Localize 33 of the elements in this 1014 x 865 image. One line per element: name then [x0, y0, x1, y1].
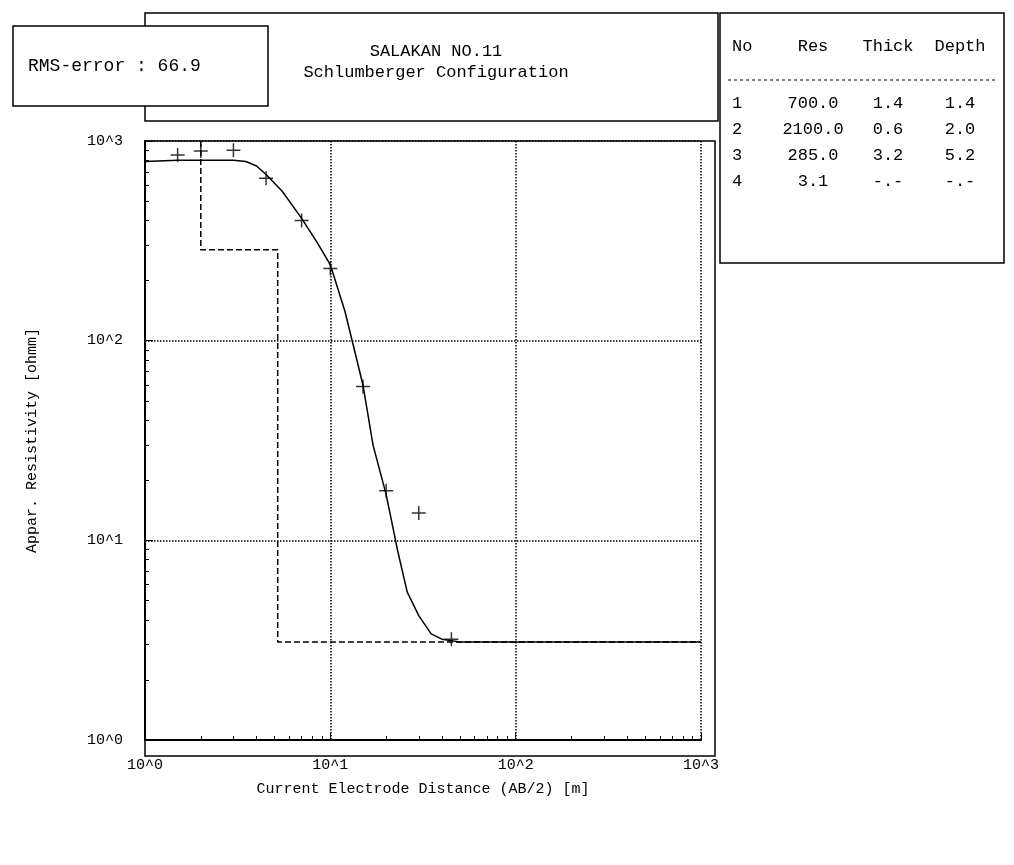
chart-title: SALAKAN NO.11 — [369, 42, 503, 61]
y-tick-label: 10^2 — [86, 332, 123, 350]
text: 2 — [732, 119, 743, 139]
text: Res — [797, 36, 829, 56]
text: -.- — [944, 171, 976, 191]
x-tick-label: 10^0 — [126, 757, 164, 774]
x-tick-label: 10^1 — [312, 757, 349, 774]
text: 2100.0 — [782, 119, 844, 139]
text: 285.0 — [787, 145, 839, 165]
text: 5.2 — [944, 145, 976, 165]
x-tick-label: 10^2 — [497, 757, 534, 774]
y-tick-label: 10^1 — [86, 531, 123, 549]
text: Depth — [934, 36, 986, 56]
text: -.- — [872, 171, 904, 191]
chart-subtitle: Schlumberger Configuration — [303, 63, 569, 82]
text: No — [732, 36, 753, 56]
text: 3.2 — [872, 145, 904, 165]
text: 3 — [732, 145, 743, 165]
x-tick-label: 10^3 — [682, 757, 720, 774]
y-tick-label: 10^3 — [86, 132, 123, 150]
text: RMS-error : 66.9 — [28, 56, 201, 76]
y-tick-label: 10^0 — [86, 731, 123, 749]
text: 3.1 — [797, 171, 829, 191]
text: 1 — [732, 93, 743, 113]
y-axis-title: Appar. Resistivity [ohmm] — [24, 327, 41, 554]
text: 700.0 — [787, 93, 839, 113]
text: 0.6 — [872, 119, 904, 139]
text: 2.0 — [944, 119, 976, 139]
text: 1.4 — [872, 93, 904, 113]
text: 1.4 — [944, 93, 976, 113]
text: 4 — [732, 171, 743, 191]
x-axis-title: Current Electrode Distance (AB/2) [m] — [256, 781, 590, 798]
text: Thick — [862, 36, 914, 56]
